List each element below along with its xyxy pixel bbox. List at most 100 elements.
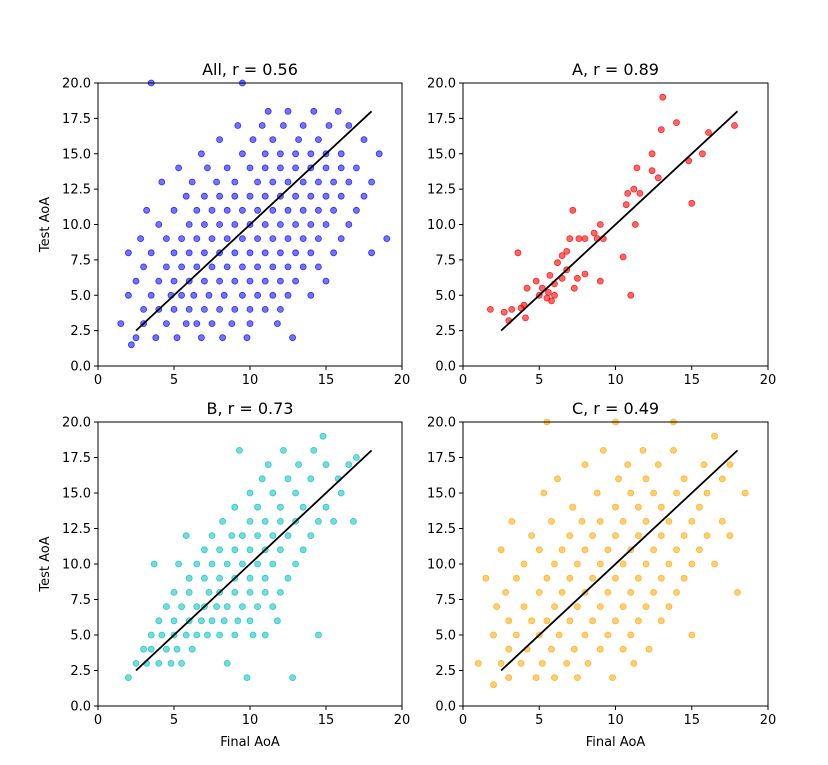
data-point — [345, 461, 353, 469]
data-point — [249, 136, 257, 144]
data-point — [200, 277, 208, 285]
data-point — [147, 631, 155, 639]
data-point — [188, 645, 196, 653]
data-point — [741, 489, 749, 497]
data-point — [162, 320, 170, 328]
data-point — [147, 291, 155, 299]
y-tick-label: 15.0 — [427, 147, 456, 162]
data-point — [295, 136, 303, 144]
y-tick-label: 7.5 — [70, 253, 91, 268]
data-point — [261, 150, 269, 158]
data-point — [508, 518, 516, 525]
data-point — [657, 574, 665, 582]
data-point — [520, 560, 528, 568]
data-point — [279, 446, 287, 454]
data-point — [330, 178, 338, 186]
data-point — [276, 221, 284, 228]
data-point — [642, 603, 650, 610]
data-point — [175, 164, 183, 172]
data-point — [596, 603, 604, 610]
data-point — [205, 291, 213, 299]
data-point — [548, 297, 555, 305]
data-point — [173, 645, 181, 653]
data-point — [261, 518, 269, 525]
data-point — [200, 574, 208, 582]
data-point — [505, 674, 513, 681]
data-point — [299, 178, 307, 186]
data-point — [246, 192, 254, 200]
data-point — [558, 589, 566, 596]
data-point — [132, 334, 140, 342]
data-point — [718, 475, 726, 483]
data-point — [596, 560, 604, 568]
data-point — [650, 589, 657, 596]
data-point — [307, 249, 315, 257]
data-point — [310, 107, 318, 115]
data-point — [520, 603, 528, 610]
data-point — [574, 560, 581, 568]
data-point — [548, 645, 555, 653]
x-tick-label: 10 — [607, 713, 624, 728]
data-point — [330, 518, 338, 525]
data-point — [734, 589, 741, 596]
data-point — [633, 164, 641, 172]
data-point — [193, 320, 201, 328]
data-point — [566, 617, 574, 625]
data-point — [665, 603, 673, 610]
data-point — [178, 235, 186, 243]
data-point — [254, 178, 262, 186]
data-point — [337, 150, 345, 158]
x-tick-label: 0 — [94, 373, 102, 388]
data-point — [570, 284, 578, 292]
data-point — [208, 206, 216, 214]
data-point — [314, 518, 322, 525]
data-point — [680, 574, 688, 582]
y-tick-label: 2.5 — [435, 324, 456, 339]
data-point — [117, 320, 125, 328]
data-point — [659, 93, 667, 101]
data-point — [220, 291, 228, 299]
data-point — [269, 178, 277, 186]
data-point — [642, 475, 650, 483]
data-point — [574, 274, 581, 282]
data-point — [569, 503, 577, 511]
data-point — [264, 107, 272, 115]
data-point — [490, 631, 497, 639]
data-point — [657, 617, 665, 625]
data-point — [554, 259, 561, 267]
y-tick-label: 0.0 — [70, 360, 91, 375]
data-point — [185, 221, 193, 228]
data-point — [155, 617, 163, 625]
data-point — [254, 560, 262, 568]
data-point — [345, 178, 353, 186]
data-point — [197, 150, 205, 158]
data-point — [155, 660, 163, 667]
data-point — [631, 221, 639, 228]
data-point — [185, 574, 193, 582]
data-point — [269, 532, 277, 539]
data-point — [589, 617, 596, 625]
data-point — [197, 617, 205, 625]
data-point — [307, 291, 315, 299]
y-tick-label: 20.0 — [427, 77, 456, 92]
x-tick-label: 20 — [394, 373, 411, 388]
data-point — [203, 631, 211, 639]
data-point — [246, 249, 254, 257]
x-tick-label: 5 — [170, 713, 178, 728]
data-point — [505, 645, 513, 653]
data-point — [657, 532, 665, 539]
data-point — [208, 320, 216, 328]
data-point — [273, 320, 281, 328]
data-point — [584, 660, 592, 667]
x-axis-label: Final AoA — [220, 735, 280, 750]
data-point — [254, 235, 262, 243]
data-point — [152, 334, 160, 342]
data-point — [223, 235, 231, 243]
data-point — [543, 574, 551, 582]
data-point — [670, 446, 677, 454]
data-point — [216, 305, 224, 313]
data-point — [352, 454, 360, 461]
data-point — [197, 334, 205, 342]
data-point — [314, 263, 322, 271]
data-point — [528, 617, 535, 625]
